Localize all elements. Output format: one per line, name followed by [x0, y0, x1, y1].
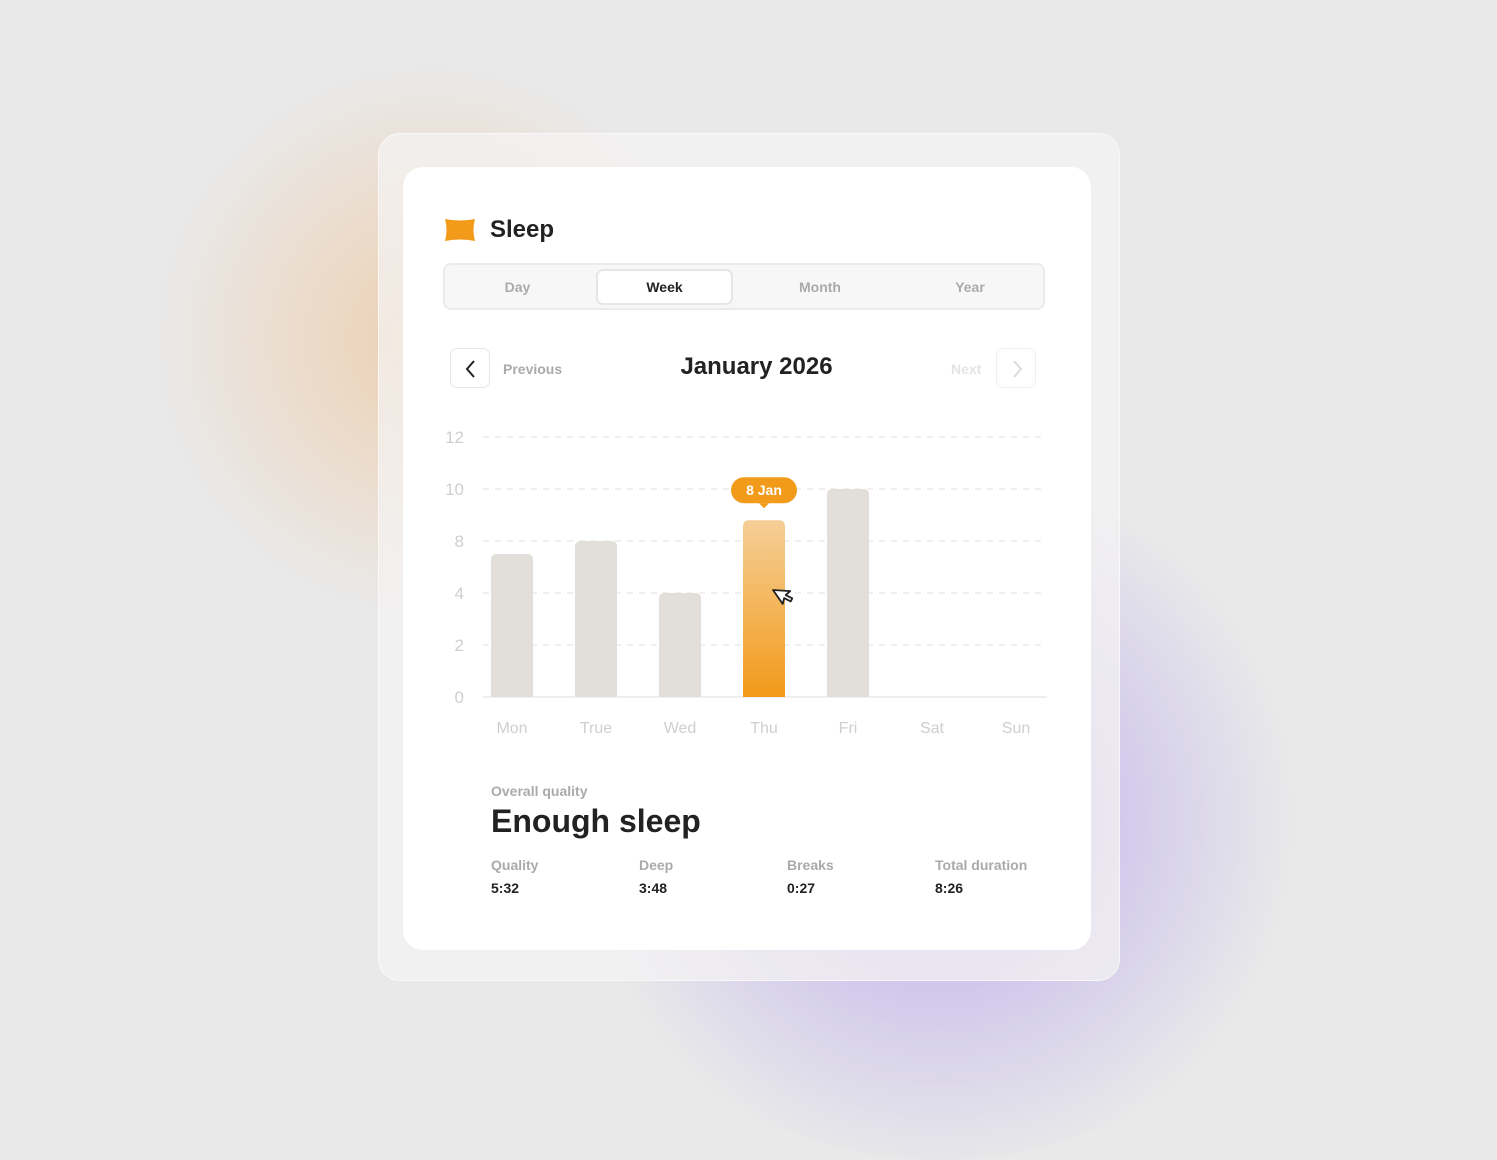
tab-week[interactable]: Week [596, 269, 733, 305]
current-period: January 2026 [680, 353, 833, 380]
tab-day[interactable]: Day [504, 279, 531, 295]
stat-deep: Deep 3:48 [639, 857, 673, 896]
bar-mon[interactable] [491, 554, 533, 697]
bar-wed[interactable] [659, 593, 701, 697]
stat-quality: Quality 5:32 [491, 857, 538, 896]
stat-label: Deep [639, 857, 674, 873]
stat-value: 3:48 [639, 880, 668, 896]
x-tick-label: Sat [920, 720, 945, 737]
chevron-right-icon [1013, 360, 1023, 378]
tooltip-pointer [759, 503, 769, 509]
chevron-left-icon [465, 360, 475, 378]
tab-year[interactable]: Year [955, 279, 985, 295]
stat-breaks: Breaks 0:27 [787, 857, 834, 896]
y-tick-label: 12 [445, 428, 464, 447]
y-tick-label: 4 [455, 584, 464, 603]
x-tick-label: Mon [496, 720, 527, 737]
y-tick-label: 2 [455, 636, 464, 655]
tooltip-label: 8 Jan [746, 482, 782, 498]
overall-quality-value: Enough sleep [491, 803, 701, 839]
stat-label: Breaks [787, 857, 834, 873]
previous-button[interactable] [450, 348, 490, 388]
sleep-bar-chart: 0 2 4 8 10 12 Mon True Wed 8 Jan Thu Fri Sat Sun [445, 428, 1047, 737]
stat-value: 5:32 [491, 880, 520, 896]
y-tick-label: 0 [455, 688, 464, 707]
next-button[interactable] [996, 348, 1036, 388]
x-tick-label: Thu [750, 720, 778, 737]
x-tick-label: Sun [1002, 720, 1030, 737]
stat-total-duration: Total duration 8:26 [935, 857, 1027, 896]
bar-thu[interactable] [743, 520, 785, 697]
next-label[interactable]: Next [951, 361, 982, 377]
stat-value: 8:26 [935, 880, 964, 896]
x-tick-label: Fri [839, 720, 858, 737]
stat-label: Quality [491, 857, 539, 873]
y-tick-label: 10 [445, 480, 464, 499]
cursor-icon [772, 589, 794, 605]
stat-label: Total duration [935, 857, 1028, 873]
x-tick-label: Wed [664, 720, 697, 737]
tooltip-bubble [731, 477, 797, 504]
bar-fri[interactable] [827, 489, 869, 697]
bar-true[interactable] [575, 541, 617, 697]
period-tabs: Day Week Month Year [443, 263, 1045, 310]
tab-month[interactable]: Month [799, 279, 841, 295]
previous-label[interactable]: Previous [503, 361, 563, 377]
page-title: Sleep [490, 216, 555, 243]
overall-quality-label: Overall quality [491, 783, 588, 799]
pillow-icon [445, 219, 475, 241]
y-tick-label: 8 [455, 532, 464, 551]
x-tick-label: True [580, 720, 612, 737]
stat-value: 0:27 [787, 880, 816, 896]
